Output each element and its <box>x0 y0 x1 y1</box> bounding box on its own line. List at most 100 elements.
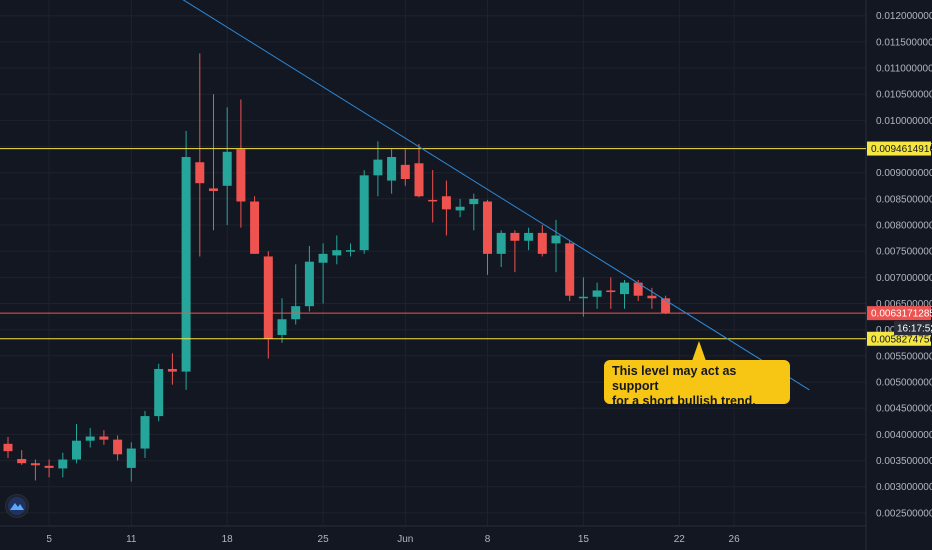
candle-body <box>72 440 81 460</box>
candle-body <box>441 196 451 210</box>
x-tick-label: 15 <box>578 534 590 545</box>
candle-body <box>167 368 177 372</box>
candle-body <box>195 162 205 184</box>
candle-body <box>304 261 314 307</box>
candle-down <box>250 196 260 254</box>
candle-body <box>332 250 342 256</box>
candle-down <box>428 170 438 223</box>
x-tick-label: 25 <box>318 534 330 545</box>
candle-down <box>606 277 616 309</box>
candle-body <box>428 199 438 202</box>
candle-up <box>387 149 397 194</box>
candle-down <box>441 180 451 236</box>
candle-down <box>537 225 547 257</box>
candle-up <box>551 219 561 273</box>
candle-up <box>524 227 534 251</box>
candle-up <box>58 452 68 478</box>
candle-body <box>44 465 54 468</box>
candle-body <box>496 232 506 254</box>
candle-body <box>126 448 136 468</box>
candle-body <box>633 282 643 296</box>
candle-body <box>58 459 68 469</box>
candle-body <box>250 201 260 254</box>
callout-pointer <box>692 341 706 361</box>
candle-body <box>85 436 95 441</box>
candle-up <box>496 230 506 267</box>
candle-body <box>277 319 287 335</box>
candle-body <box>592 290 602 297</box>
support-callout: This level may act as support for a shor… <box>604 360 790 408</box>
candle-body <box>99 436 109 440</box>
candle-body <box>606 290 616 293</box>
candle-body <box>647 295 657 299</box>
candle-down <box>400 149 410 186</box>
candle-up <box>592 282 602 309</box>
candle-down <box>209 94 218 231</box>
candle-body <box>524 232 534 241</box>
candle-down <box>44 459 54 478</box>
candle-up <box>277 298 287 343</box>
countdown-label: 16:17:52 <box>897 324 932 335</box>
candle-up <box>469 193 479 231</box>
candle-up <box>222 107 232 226</box>
candle-down <box>414 143 424 198</box>
candle-up <box>72 423 81 464</box>
candle-down <box>30 459 40 481</box>
countdown-badge <box>894 321 931 336</box>
candle-body <box>373 159 383 176</box>
candle-body <box>510 232 520 241</box>
x-tick-label: 22 <box>674 534 686 545</box>
candle-body <box>140 416 150 449</box>
candle-down <box>483 199 492 275</box>
candle-up <box>318 243 328 304</box>
candle-down <box>167 353 177 385</box>
candle-body <box>236 149 246 202</box>
candle-up <box>126 442 136 482</box>
candle-up <box>620 280 629 309</box>
candle-up <box>346 243 355 257</box>
candle-body <box>222 151 232 186</box>
candle-body <box>387 157 397 181</box>
candle-body <box>469 198 479 205</box>
candle-body <box>359 175 369 251</box>
y-tick-label: 0.0025000000 <box>876 508 932 519</box>
candle-body <box>483 201 492 254</box>
candle-up <box>359 170 369 254</box>
candle-body <box>113 439 123 455</box>
x-tick-label: 5 <box>46 534 52 545</box>
candle-body <box>154 368 164 417</box>
candle-up <box>304 245 314 312</box>
x-tick-label: Jun <box>397 534 413 545</box>
badge-label: 0.0063171285 <box>871 309 932 320</box>
candle-down <box>195 53 205 257</box>
candle-up <box>332 235 342 265</box>
x-tick-label: 18 <box>222 534 234 545</box>
candle-down <box>510 230 520 273</box>
trendline <box>182 0 810 391</box>
candle-body <box>3 443 13 452</box>
candle-up <box>578 277 588 317</box>
level-price-badge <box>867 141 931 156</box>
candle-up <box>181 130 191 390</box>
candle-body <box>263 256 273 339</box>
candle-down <box>3 437 13 458</box>
candle-up <box>85 428 95 448</box>
candle-body <box>17 459 27 464</box>
last-price-badge <box>867 306 931 321</box>
badge-label: 0.0058274756 <box>871 334 932 345</box>
candle-up <box>140 410 150 458</box>
candle-up <box>373 141 383 197</box>
tradingview-logo-icon[interactable] <box>5 494 29 518</box>
